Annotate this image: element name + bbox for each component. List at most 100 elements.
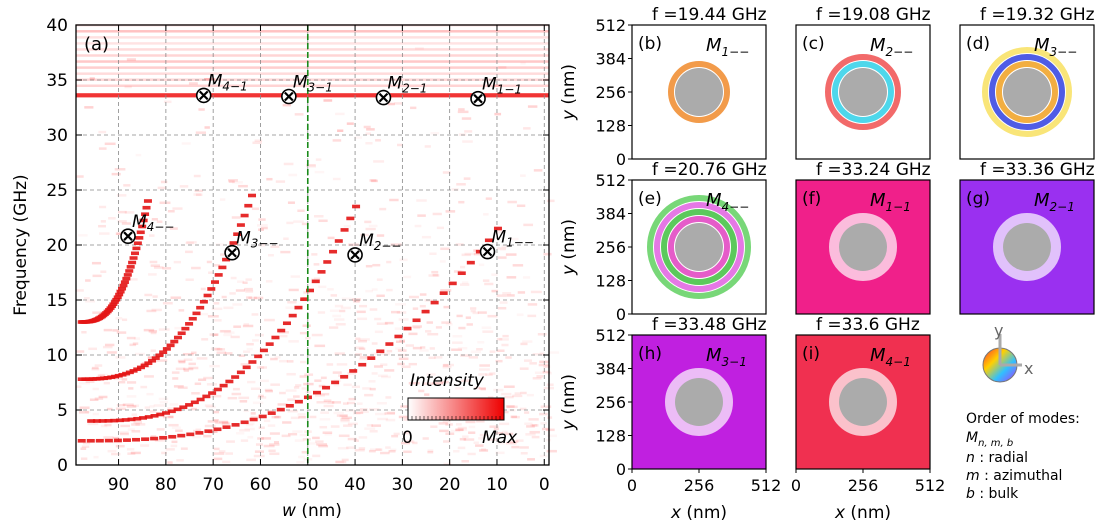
heatmap-cell — [416, 199, 427, 202]
branch-mark — [196, 397, 205, 402]
branch-mark — [140, 363, 149, 368]
heatmap-cell — [190, 407, 197, 411]
panel-mode-label: M1−1 — [870, 190, 911, 214]
heatmap-cell — [452, 335, 463, 338]
heatmap-cell — [204, 404, 214, 407]
heatmap-cell — [131, 413, 138, 416]
heatmap-cell — [303, 382, 314, 386]
heatmap-cell — [194, 189, 203, 193]
heatmap-band — [76, 84, 549, 87]
heatmap-cell — [170, 296, 182, 299]
colorbar-max-label: Max — [482, 428, 518, 448]
branch-mark — [185, 322, 194, 326]
heatmap-cell — [400, 405, 410, 408]
heatmap-cell — [211, 394, 222, 398]
heatmap-cell — [432, 382, 444, 385]
heatmap-cell — [479, 433, 488, 437]
heatmap-band — [76, 30, 549, 33]
heatmap-cell — [461, 253, 471, 257]
heatmap-cell — [153, 266, 164, 269]
heatmap-cell — [428, 274, 440, 277]
heatmap-cell — [334, 304, 344, 308]
heatmap-cell — [290, 275, 300, 278]
panel-y-tick-label: 0 — [616, 305, 626, 324]
heatmap-cell — [159, 201, 171, 205]
heatmap-cell — [162, 267, 172, 270]
heatmap-cell — [380, 363, 388, 366]
heatmap-cell — [302, 438, 311, 441]
heatmap-cell — [268, 449, 276, 453]
heatmap-cell — [313, 277, 321, 280]
branch-mark — [322, 385, 331, 390]
x-axis-label: w (nm) — [282, 501, 342, 521]
heatmap-cell — [359, 356, 370, 359]
heatmap-cell — [458, 200, 465, 204]
branch-mark — [120, 280, 129, 284]
heatmap-cell — [395, 303, 406, 306]
heatmap-cell — [496, 247, 506, 250]
heatmap-cell — [130, 451, 141, 455]
heatmap-cell — [332, 177, 341, 181]
heatmap-cell — [213, 302, 220, 305]
heatmap-cell — [428, 356, 436, 360]
branch-mark — [213, 427, 222, 432]
heatmap-cell — [384, 369, 395, 372]
heatmap-cell — [328, 326, 339, 329]
branch-mark — [265, 342, 274, 346]
panel-frame — [795, 24, 931, 160]
heatmap-cell — [135, 153, 142, 157]
heatmap-cell — [356, 310, 366, 314]
heatmap-cell — [470, 307, 477, 310]
branch-mark — [412, 318, 421, 323]
heatmap-cell — [426, 373, 436, 376]
heatmap-cell — [443, 440, 451, 443]
heatmap-cell — [104, 142, 116, 146]
heatmap-cell — [237, 280, 245, 283]
heatmap-cell — [188, 82, 198, 85]
heatmap-cell — [254, 139, 263, 142]
heatmap-cell — [267, 424, 276, 427]
heatmap-cell — [178, 360, 186, 364]
heatmap-cell — [353, 439, 359, 442]
panel-mode-label: M2−− — [870, 35, 913, 59]
heatmap-cell — [512, 394, 523, 398]
branch-mark — [222, 425, 231, 429]
heatmap-cell — [122, 403, 134, 407]
branch-mark — [271, 335, 280, 340]
heatmap-cell — [364, 427, 376, 430]
heatmap-cell — [312, 454, 321, 458]
branch-mark — [430, 300, 439, 305]
heatmap-cell — [455, 387, 464, 390]
branch-mark — [311, 279, 320, 284]
heatmap-cell — [376, 278, 383, 281]
heatmap-cell — [288, 432, 298, 436]
panel-frequency: f =20.76 GHz — [652, 160, 767, 180]
branch-mark — [115, 292, 124, 297]
heatmap-cell — [93, 455, 99, 459]
heatmap-cell — [340, 419, 350, 423]
branch-mark — [130, 251, 139, 256]
heatmap-cell — [473, 441, 479, 445]
heatmap-cell — [104, 423, 112, 427]
branch-mark — [236, 223, 245, 227]
colorbar-label: Intensity — [410, 371, 485, 391]
heatmap-band — [76, 78, 549, 81]
y-tick-label: 40 — [46, 16, 68, 36]
branch-mark — [179, 405, 188, 410]
compass-x-label: x — [1024, 359, 1033, 378]
heatmap-cell — [343, 225, 352, 228]
heatmap-cell — [347, 422, 358, 426]
branch-mark — [173, 335, 182, 340]
heatmap-cell — [520, 61, 526, 65]
heatmap-cell — [376, 294, 385, 298]
heatmap-cell — [114, 377, 123, 381]
branch-mark — [236, 370, 245, 375]
panel-label: (h) — [638, 344, 662, 364]
heatmap-cell — [479, 449, 489, 452]
heatmap-cell — [116, 331, 127, 334]
heatmap-cell — [360, 410, 369, 414]
heatmap-cell — [440, 380, 449, 384]
branch-mark — [177, 433, 186, 438]
heatmap-cell — [493, 388, 504, 392]
panel-hole — [839, 68, 887, 116]
